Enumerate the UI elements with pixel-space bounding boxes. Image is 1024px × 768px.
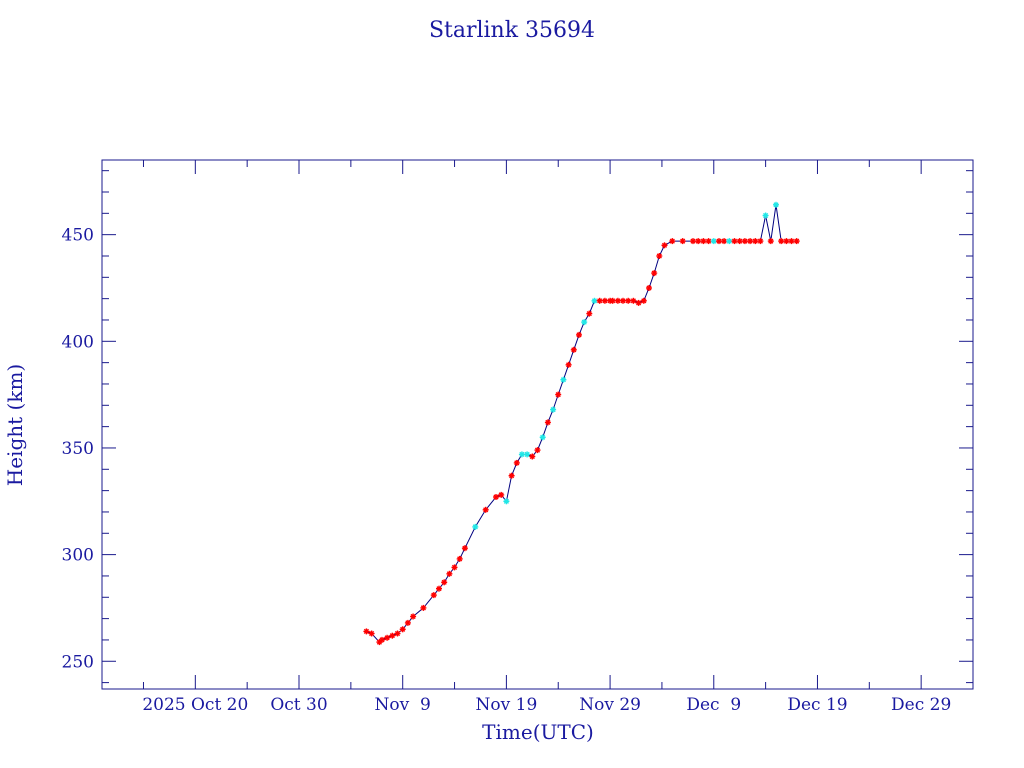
data-point (651, 270, 658, 277)
x-tick-label: Dec 29 (891, 695, 951, 715)
data-point (493, 494, 499, 500)
x-tick-label: Nov 9 (375, 695, 431, 715)
data-point (710, 238, 717, 245)
data-point (518, 451, 525, 458)
plot-frame (101, 159, 974, 690)
y-tick-label: 350 (62, 439, 94, 459)
data-point (700, 238, 707, 245)
data-point (630, 297, 637, 304)
data-point (762, 212, 769, 219)
data-point (389, 632, 396, 639)
data-point (716, 238, 722, 245)
data-point (446, 570, 453, 577)
data-point (721, 238, 728, 245)
y-tick-label: 400 (62, 332, 94, 352)
data-point (404, 619, 411, 626)
data-point (430, 592, 437, 599)
data-point (565, 361, 572, 368)
data-point (581, 319, 588, 326)
data-point (472, 523, 479, 530)
data-point (544, 419, 551, 426)
data-point (410, 613, 417, 620)
data-point (620, 297, 626, 304)
data-point (508, 472, 515, 479)
data-point (498, 491, 505, 498)
data-point (482, 506, 489, 513)
data-point (705, 238, 712, 245)
data-point (456, 555, 463, 562)
data-point (646, 285, 652, 291)
data-point (614, 297, 621, 304)
data-point (591, 297, 598, 304)
data-point (690, 238, 696, 245)
data-point (736, 238, 743, 245)
data-point (436, 585, 442, 592)
x-tick-label: Nov 29 (579, 695, 641, 715)
data-point (757, 238, 764, 245)
data-markers (363, 201, 800, 646)
data-point (635, 299, 642, 306)
data-point (534, 447, 541, 454)
data-point (451, 564, 458, 571)
data-point (767, 238, 774, 245)
x-tick-label: Dec 9 (686, 695, 741, 715)
data-point (399, 626, 406, 633)
data-point (609, 297, 616, 304)
chart-title: Starlink 35694 (429, 18, 595, 43)
y-tick-labels: 250 300 350 400 450 (62, 226, 94, 673)
data-point (793, 238, 800, 245)
data-point (783, 238, 790, 245)
data-point (384, 634, 391, 641)
data-point (513, 459, 520, 466)
data-point (669, 238, 676, 245)
data-point (539, 434, 546, 441)
data-point (640, 297, 647, 304)
data-point (529, 453, 536, 460)
data-point (726, 238, 733, 245)
data-point (570, 346, 577, 353)
data-point (741, 238, 748, 245)
data-point (752, 238, 759, 245)
x-tick-label: Oct 30 (270, 695, 327, 715)
data-point (503, 498, 510, 505)
data-point (560, 376, 567, 383)
data-point (731, 238, 738, 245)
data-point (778, 238, 785, 245)
data-point (596, 297, 603, 304)
x-tick-labels: 2025 Oct 20 Oct 30 Nov 9 Nov 19 Nov 29 Dec 9 D… (142, 695, 951, 715)
data-point (625, 297, 632, 304)
axis-ticks (102, 160, 974, 689)
x-tick-label: Nov 19 (476, 695, 538, 715)
y-tick-label: 450 (62, 226, 94, 246)
x-tick-label: 2025 Oct 20 (142, 695, 248, 715)
data-point (420, 604, 427, 611)
data-point (788, 238, 795, 245)
data-point (747, 238, 754, 245)
data-point (586, 310, 593, 317)
data-point (394, 630, 401, 637)
x-tick-label: Dec 19 (787, 695, 847, 715)
y-axis-label: Height (km) (3, 364, 27, 486)
data-point (576, 331, 582, 338)
data-point (368, 630, 375, 637)
data-point (555, 391, 562, 398)
y-tick-label: 250 (62, 652, 94, 672)
data-point (695, 238, 702, 245)
data-point (379, 636, 385, 643)
data-point (363, 628, 370, 635)
data-point (661, 242, 668, 249)
data-point (524, 451, 531, 458)
data-point (550, 406, 557, 413)
x-axis-label: Time(UTC) (482, 720, 594, 744)
data-point (461, 545, 468, 552)
y-tick-label: 300 (62, 546, 94, 566)
data-point (441, 579, 448, 586)
data-point (601, 297, 608, 304)
data-point (656, 253, 663, 259)
data-point (773, 201, 779, 208)
data-point (679, 238, 686, 245)
